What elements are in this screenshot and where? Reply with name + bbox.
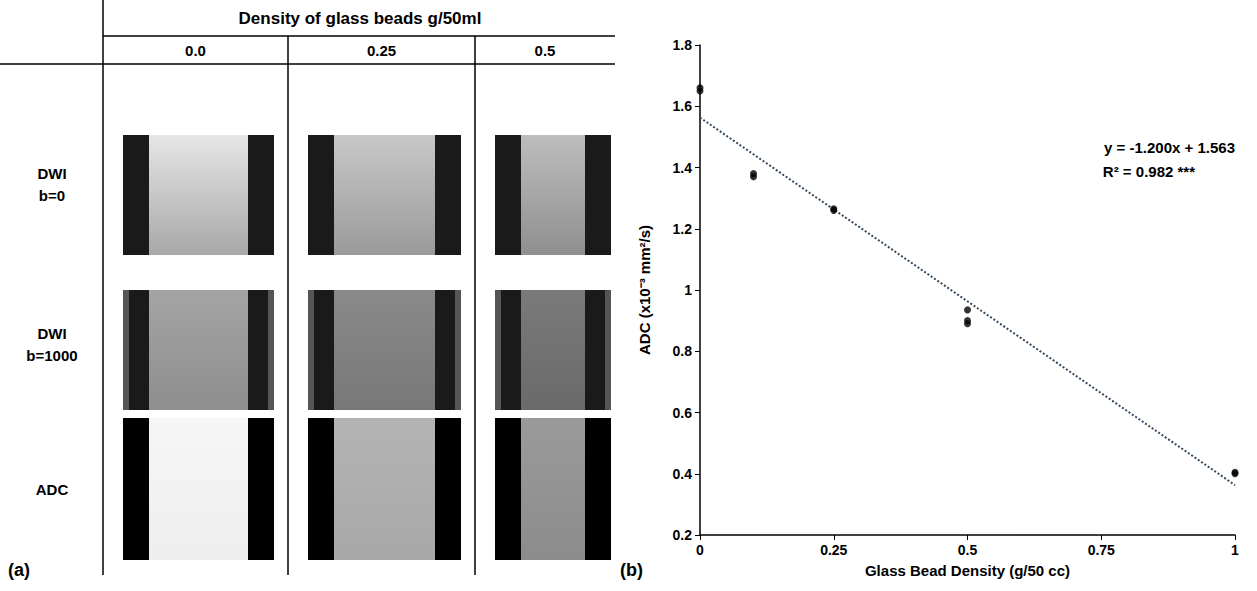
html-text:(a): (a)	[8, 560, 30, 580]
svg-text:ADC: ADC	[36, 481, 69, 498]
svg-text:0: 0	[696, 542, 704, 558]
svg-text:0.5: 0.5	[535, 42, 556, 59]
svg-text:1.6: 1.6	[673, 98, 693, 114]
svg-text:0.6: 0.6	[673, 405, 693, 421]
svg-text:0.4: 0.4	[673, 466, 693, 482]
svg-text:0.25: 0.25	[820, 542, 847, 558]
svg-text:Density of glass beads g/50ml: Density of glass beads g/50ml	[239, 9, 482, 28]
svg-text:1.2: 1.2	[673, 221, 693, 237]
svg-text:1: 1	[1231, 542, 1239, 558]
svg-text:1: 1	[684, 282, 692, 298]
svg-text:1.4: 1.4	[673, 160, 693, 176]
svg-text:DWI: DWI	[37, 325, 66, 342]
svg-text:ADC (x10⁻³ mm²/s): ADC (x10⁻³ mm²/s)	[636, 225, 653, 355]
svg-text:0.25: 0.25	[367, 42, 396, 59]
svg-text:1.8: 1.8	[673, 37, 693, 53]
html-text:(b): (b)	[620, 560, 643, 580]
svg-text:R² = 0.982 ***: R² = 0.982 ***	[1103, 163, 1195, 180]
svg-text:0.2: 0.2	[673, 527, 693, 543]
svg-text:b=1000: b=1000	[26, 347, 77, 364]
svg-text:0.8: 0.8	[673, 343, 693, 359]
svg-text:0.5: 0.5	[958, 542, 978, 558]
svg-text:Glass Bead Density (g/50 cc): Glass Bead Density (g/50 cc)	[865, 562, 1070, 579]
svg-text:0.0: 0.0	[185, 42, 206, 59]
svg-text:DWI: DWI	[37, 165, 66, 182]
svg-text:y = -1.200x + 1.563: y = -1.200x + 1.563	[1104, 139, 1235, 156]
svg-text:b=0: b=0	[39, 187, 65, 204]
svg-text:0.75: 0.75	[1088, 542, 1115, 558]
